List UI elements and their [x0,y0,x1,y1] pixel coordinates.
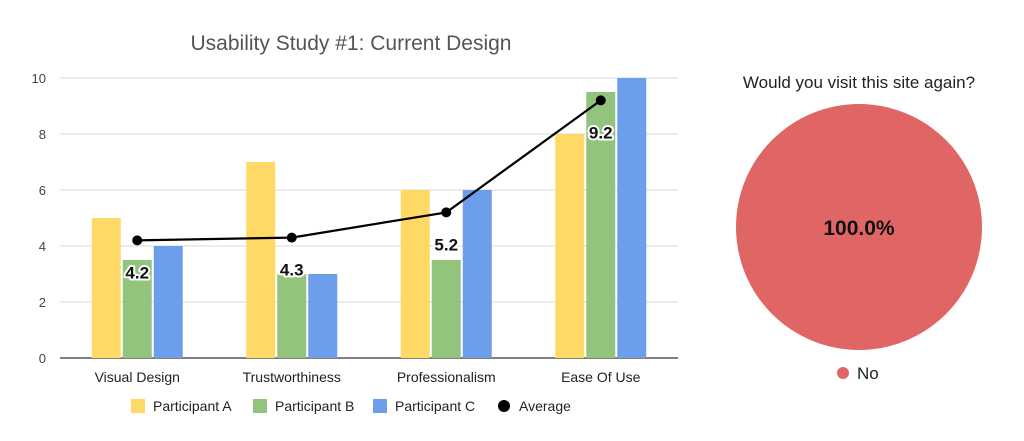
pie-chart-title: Would you visit this site again? [743,73,975,92]
grid-lines [60,77,678,359]
pie-slice-no [736,104,982,350]
pie-slices: 100.0% [736,104,982,350]
bar-participant-c-ease-of-use [617,78,647,358]
average-series: 4.2 4.3 5.2 9.2 [123,95,615,284]
x-tick-label-ease-of-use: Ease Of Use [561,369,641,385]
y-tick-label-10: 10 [32,71,46,86]
y-tick-label-8: 8 [39,127,46,142]
average-data-label-ease-of-use: 9.2 [589,123,613,142]
pie-legend-swatch-no [837,367,849,379]
x-tick-label-professionalism: Professionalism [397,369,496,385]
average-point-professionalism [441,207,452,218]
y-tick-label-6: 6 [39,183,46,198]
bar-participant-a-ease-of-use [555,134,585,358]
average-data-label-trustworthiness: 4.3 [280,261,304,280]
pie-chart-legend: No [837,364,879,383]
bar-participant-b-ease-of-use [586,92,616,358]
average-point-ease-of-use [595,95,606,106]
bar-chart-legend: Participant A Participant B Participant C A… [131,398,571,414]
legend-label-participant-a: Participant A [153,398,232,414]
legend-label-participant-b: Participant B [275,398,354,414]
legend-swatch-participant-a [131,399,145,413]
y-tick-label-0: 0 [39,351,46,366]
y-axis-ticks: 0 2 4 6 8 10 [32,71,46,366]
legend-label-average: Average [519,398,571,414]
pie-chart: Would you visit this site again? 100.0% … [736,73,982,383]
average-point-trustworthiness [286,232,297,243]
bar-participant-b-visual-design [122,260,152,358]
legend-label-participant-c: Participant C [395,398,475,414]
x-axis-ticks: Visual Design Trustworthiness Professional… [95,369,641,385]
y-tick-label-4: 4 [39,239,46,254]
legend-swatch-participant-c [373,399,387,413]
pie-legend-label-no: No [857,364,879,383]
average-data-label-professionalism: 5.2 [434,235,458,254]
average-data-label-visual-design: 4.2 [125,263,149,282]
x-tick-label-visual-design: Visual Design [95,369,180,385]
bar-participant-b-professionalism [431,260,461,358]
bar-participant-c-visual-design [153,246,183,358]
bar-chart: Usability Study #1: Current Design 0 2 4 6 8… [32,32,678,414]
average-line [137,99,602,242]
bar-participant-a-visual-design [91,218,121,358]
y-tick-label-2: 2 [39,295,46,310]
bar-participant-b-trustworthiness [277,274,307,358]
bar-participant-c-professionalism [462,190,492,358]
bar-participant-c-trustworthiness [308,274,338,358]
bar-chart-title: Usability Study #1: Current Design [191,32,512,55]
bar-series [91,78,647,358]
bar-participant-a-trustworthiness [246,162,276,358]
legend-swatch-participant-b [253,399,267,413]
x-tick-label-trustworthiness: Trustworthiness [243,369,341,385]
legend-swatch-average [498,400,510,412]
average-point-visual-design [132,235,143,246]
pie-slice-label-no: 100.0% [823,217,895,240]
